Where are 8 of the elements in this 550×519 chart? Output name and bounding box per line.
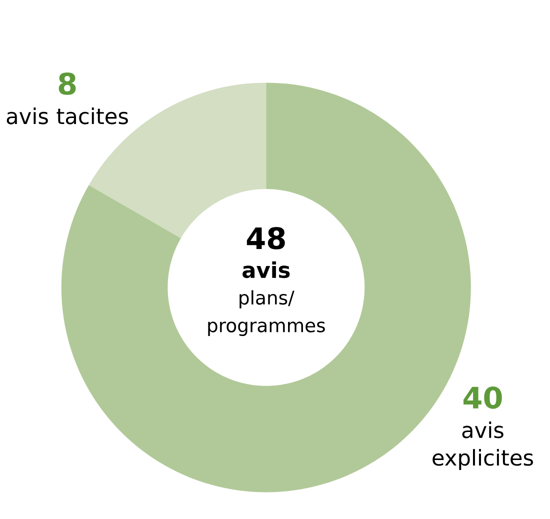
text: avis [242, 261, 290, 278]
data-label: 40 [464, 386, 502, 409]
text: 48 [246, 227, 285, 250]
data-label: 8 [58, 72, 76, 95]
text: plans/ [240, 290, 294, 308]
text: programmes [208, 322, 325, 336]
slice-label: avis explicites [432, 422, 533, 470]
slice-label: avis tacites [6, 108, 128, 124]
